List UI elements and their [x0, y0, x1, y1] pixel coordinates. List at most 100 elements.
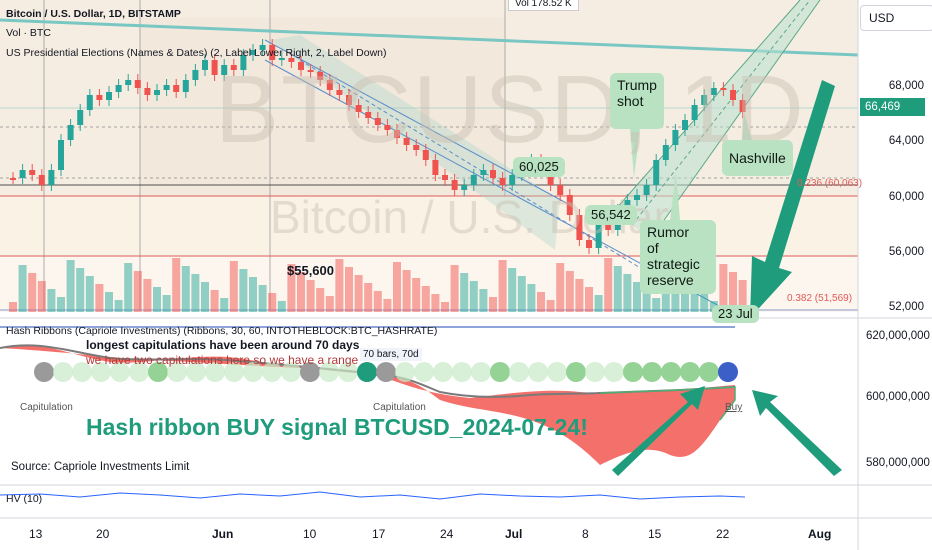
candle-body [710, 88, 717, 95]
price-note-55600: $55,600 [287, 263, 334, 278]
volume-bars [9, 258, 747, 312]
hash-dot [243, 362, 263, 382]
candle-body [125, 80, 132, 85]
currency-button[interactable]: USD [860, 5, 932, 31]
candle-body [230, 65, 237, 70]
candle-body [595, 225, 602, 248]
hash-ribbons-legend[interactable]: Hash Ribbons (Capriole Investments) (Rib… [6, 325, 438, 337]
rumor-pointer [670, 172, 680, 220]
candle-body [442, 175, 448, 180]
symbol-legend[interactable]: Bitcoin / U.S. Dollar, 1D, BITSTAMP [6, 8, 181, 20]
hash-dot [490, 362, 510, 382]
volume-bar [306, 280, 315, 312]
candle-body [259, 45, 266, 50]
rumor-line-2: of strategic [647, 240, 700, 272]
candle-body [307, 70, 314, 72]
watermark-big: BTCUSD, 1D [215, 56, 806, 163]
date-tick-aug: Aug [808, 527, 832, 541]
volume-bar [498, 260, 507, 312]
asc-channel-upper [614, 0, 801, 211]
asc-channel-mid [631, 0, 811, 226]
rumor-line-3: reserve [647, 272, 694, 288]
candle-body [451, 180, 458, 190]
volume-bar [738, 280, 747, 312]
date-note-23jul[interactable]: 23 Jul [712, 305, 759, 323]
date-tick-10: 10 [303, 527, 317, 541]
hash-dot [262, 362, 282, 382]
price-tick-56000: 56,000 [888, 246, 924, 258]
hash-dot [300, 362, 320, 382]
candle-body [432, 160, 439, 175]
capitulation-label-mid: Capitulation [373, 402, 426, 413]
rumor-note[interactable]: Rumor of strategic reserve [640, 220, 716, 294]
price-note-60025[interactable]: 60,025 [513, 157, 565, 177]
nashville-pointer [742, 112, 752, 140]
volume-bar [460, 273, 469, 312]
candle-body [211, 60, 218, 75]
candle-body [106, 92, 112, 100]
elections-legend[interactable]: US Presidential Elections (Names & Dates… [6, 47, 387, 59]
price-tick-52000: 52,000 [888, 301, 924, 313]
hash-dot [452, 362, 472, 382]
volume-bar [249, 277, 257, 312]
volume-tooltip: Vol 178.52 K [508, 0, 579, 11]
candle-body [240, 55, 247, 70]
volume-bar [66, 260, 75, 312]
candle-body [413, 145, 420, 150]
hash-dot [623, 362, 643, 382]
candle-body [365, 112, 372, 118]
candle-body [701, 95, 708, 105]
candle-body [202, 60, 208, 70]
price-note-56542[interactable]: 56,542 [585, 205, 637, 225]
candle-body [355, 105, 362, 112]
volume-bar [316, 288, 325, 312]
volume-bar [124, 263, 133, 312]
date-tick-24: 24 [440, 527, 454, 541]
volume-bar [114, 300, 123, 312]
volume-bar [585, 287, 593, 312]
hash-dot [148, 362, 168, 382]
candle-body [470, 175, 477, 185]
volume-bar [133, 271, 142, 312]
hash-tick-580m: 580,000,000 [866, 457, 930, 469]
candle-body [384, 125, 391, 130]
long-trendline [0, 18, 859, 57]
hash-dot [471, 362, 491, 382]
price-tick-64000: 64,000 [888, 135, 924, 147]
hv-legend[interactable]: HV (10) [6, 493, 43, 505]
hash-dot [509, 362, 529, 382]
hash-dot [680, 362, 700, 382]
candle-body [96, 95, 103, 100]
candle-body [634, 195, 640, 200]
candle-body [461, 185, 468, 190]
volume-bar [719, 264, 728, 312]
hash-dot [585, 362, 605, 382]
candle-body [38, 175, 45, 185]
volume-legend[interactable]: Vol · BTC [6, 27, 51, 39]
hash-signal-headline: Hash ribbon BUY signal BTCUSD_2024-07-24… [86, 414, 588, 440]
volume-bar [594, 295, 603, 312]
volume-bar [172, 258, 181, 312]
hash-dot [547, 362, 567, 382]
hash-ma-fast [599, 386, 736, 421]
volume-bar [441, 302, 449, 312]
volume-bar [681, 277, 689, 312]
date-tick-15: 15 [648, 527, 662, 541]
volume-bar [143, 279, 152, 312]
candles [10, 39, 746, 254]
candle-body [490, 170, 496, 178]
date-tick-jul: Jul [505, 527, 523, 541]
hash-dot [205, 362, 225, 382]
trump-shot-note[interactable]: Trump shot [610, 73, 664, 129]
nashville-note[interactable]: Nashville [722, 140, 793, 176]
teal-arrow-to-buy-2 [752, 390, 842, 476]
candle-body [394, 130, 400, 138]
candle-body [346, 95, 352, 105]
volume-bar [354, 275, 363, 312]
hash-ribbon-dots [34, 362, 738, 382]
current-price-badge: 66,469 [860, 98, 925, 116]
volume-bar [373, 291, 382, 312]
volume-bar [239, 269, 248, 312]
candle-body [67, 125, 74, 140]
